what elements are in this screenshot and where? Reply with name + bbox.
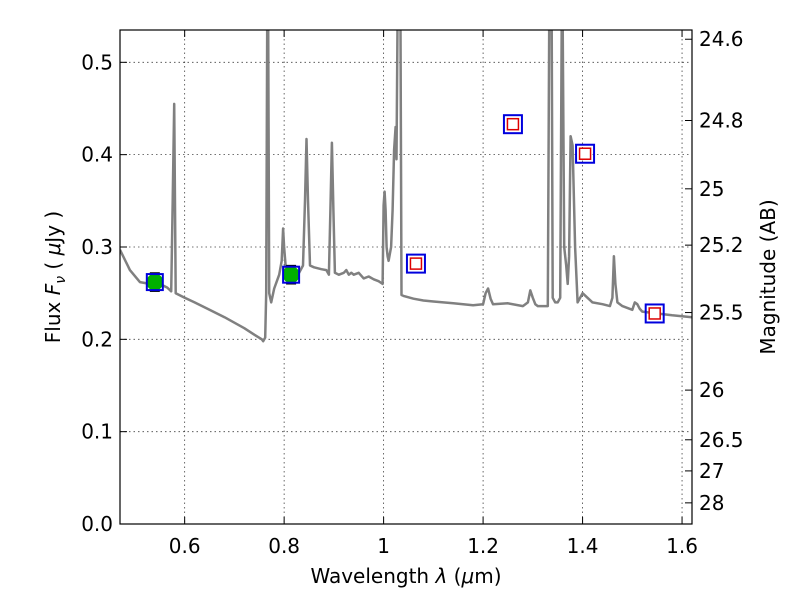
y2-axis-ticks: 24.6 24.8 25 25.2 25.5 26 26.5 27 28: [685, 27, 744, 515]
model-photometry-outer: [575, 143, 596, 164]
plot-frame: [119, 29, 693, 525]
y-tick-label: 0.5: [81, 50, 113, 74]
y-axis-label: Flux Fν ( μJy ): [41, 211, 69, 343]
detection-model-box: [282, 265, 301, 284]
x-tick-label: 1: [377, 534, 390, 558]
model-photometry-inner: [578, 147, 592, 160]
detection-model-box: [145, 273, 164, 292]
series-layer: [120, 30, 692, 343]
y-tick-label: 0.2: [81, 327, 113, 351]
y-axis-ticks: 0.0 0.1 0.2 0.3 0.4 0.5: [81, 50, 127, 536]
y2-tick-label: 28: [699, 491, 724, 515]
y-tick-label: 0.1: [81, 420, 113, 444]
model-photometry-inner: [506, 117, 520, 131]
detection-point: [282, 266, 300, 284]
x-axis-label: Wavelength λ (μm): [310, 564, 501, 588]
y2-tick-label: 25: [699, 177, 724, 201]
model-photometry-inner: [648, 307, 661, 320]
detection-point: [146, 273, 164, 291]
y2-tick-label: 25.5: [699, 301, 744, 325]
model-photometry-inner: [409, 257, 423, 270]
y2-tick-label: 24.8: [699, 108, 744, 132]
photometry-points: [145, 114, 665, 324]
y-tick-label: 0.3: [81, 235, 113, 259]
x-tick-label: 1.4: [567, 534, 599, 558]
y2-tick-label: 26: [699, 378, 724, 402]
x-tick-label: 1.2: [467, 534, 499, 558]
y2-tick-label: 27: [699, 459, 724, 483]
y2-tick-label: 24.6: [699, 27, 744, 51]
x-axis-ticks: 0.6 0.8 1 1.2 1.4 1.6: [169, 30, 698, 558]
x-tick-label: 0.8: [268, 534, 300, 558]
x-tick-label: 1.6: [666, 534, 698, 558]
x-tick-label: 0.6: [169, 534, 201, 558]
y2-tick-label: 25.2: [699, 233, 744, 257]
model-photometry-outer: [405, 253, 426, 274]
sed-model-line: [120, 30, 692, 343]
grid-lines: [120, 30, 692, 524]
y-tick-label: 0.4: [81, 143, 113, 167]
y2-axis-label: Magnitude (AB): [756, 199, 780, 354]
y-tick-label: 0.0: [81, 512, 113, 536]
model-photometry-outer: [502, 114, 523, 135]
y2-tick-label: 26.5: [699, 428, 744, 452]
model-photometry-outer: [644, 303, 665, 324]
